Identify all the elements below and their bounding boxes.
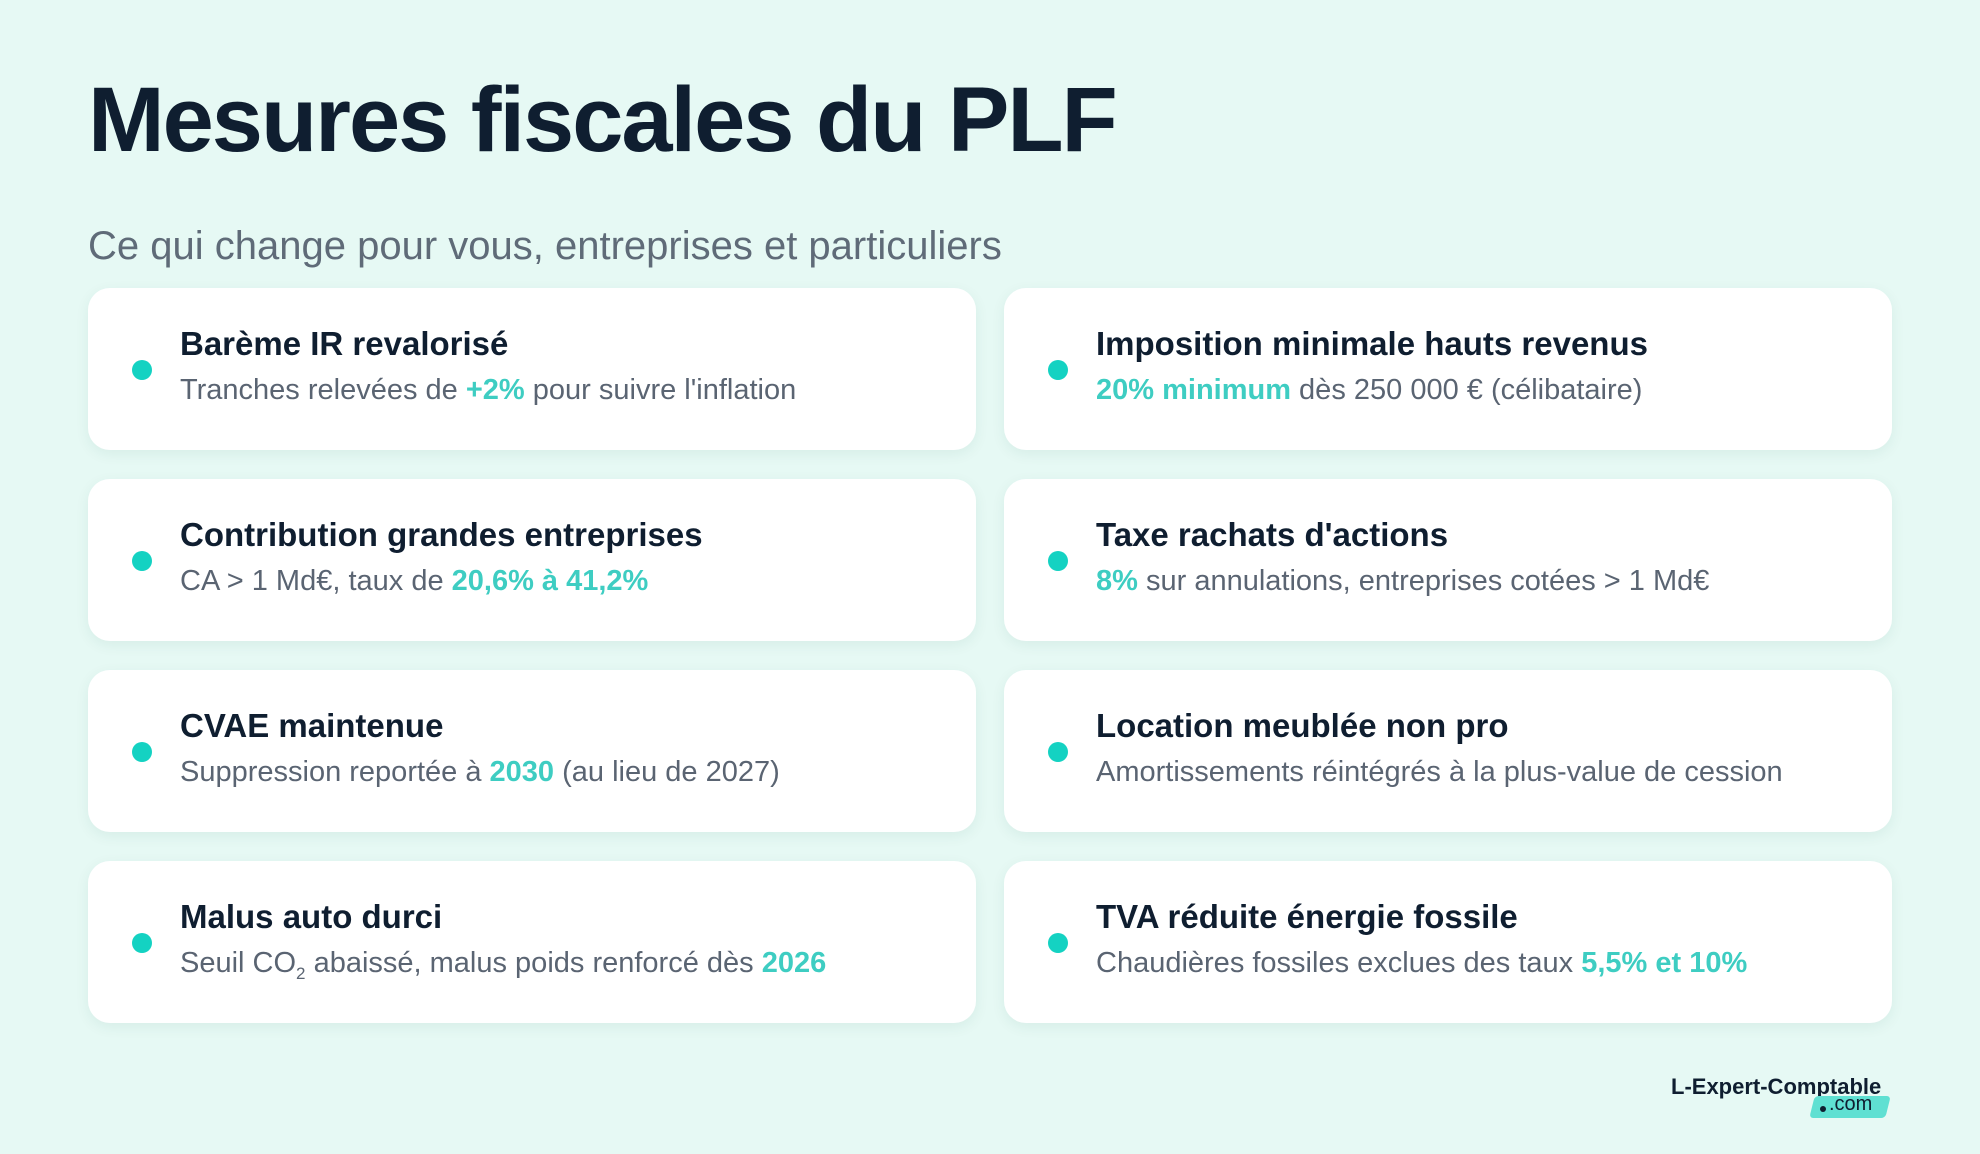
description-text: Seuil CO [180,946,297,979]
description-text: pour suivre l'inflation [524,373,797,406]
measure-description: Chaudières fossiles exclues des taux 5,5… [1096,945,1868,983]
measure-title: CVAE maintenue [180,707,444,744]
measure-description: 8% sur annulations, entreprises cotées >… [1096,563,1868,601]
bullet-dot-icon [132,933,152,953]
logo-name: L-Expert-Comptable [1671,1074,1882,1099]
bullet-dot-icon [132,742,152,762]
description-text: Tranches relevées de [180,373,466,406]
measures-grid: Barème IR revalorisé Tranches relevées d… [88,288,1892,1023]
description-text: Amortissements réintégrés à la plus-valu… [1096,755,1783,788]
measure-card: Malus auto durci Seuil CO2 abaissé, malu… [88,861,976,1023]
measure-card: Imposition minimale hauts revenus 20% mi… [1004,288,1892,450]
bullet-dot-icon [1048,551,1068,571]
measure-title: Taxe rachats d'actions [1096,516,1449,553]
bullet-dot-icon [1048,360,1068,380]
measure-card: Taxe rachats d'actions 8% sur annulation… [1004,479,1892,641]
logo-extension: .com [1829,1093,1873,1115]
description-text: Chaudières fossiles exclues des taux [1096,946,1582,979]
measure-title: Malus auto durci [180,898,443,935]
page-title: Mesures fiscales du PLF [88,69,1118,171]
highlight-text: 5,5% et 10% [1581,946,1748,979]
description-text: Suppression reportée à [180,755,490,788]
description-text: CA > 1 Md€, taux de [180,564,452,597]
description-text: abaissé, malus poids renforcé dès [305,946,762,979]
measure-title: Location meublée non pro [1096,707,1509,744]
description-text: sur annulations, entreprises cotées > 1 … [1137,564,1710,597]
page-subtitle: Ce qui change pour vous, entreprises et … [88,224,1002,268]
bullet-dot-icon [132,551,152,571]
highlight-text: 2026 [761,946,827,979]
measure-description: Seuil CO2 abaissé, malus poids renforcé … [180,945,952,983]
bullet-dot-icon [132,360,152,380]
measure-description: 20% minimum dès 250 000 € (célibataire) [1096,372,1868,410]
highlight-text: 8% [1096,564,1138,597]
bullet-dot-icon [1048,742,1068,762]
highlight-text: 2030 [489,755,555,788]
brand-logo: L-Expert-Comptable .com [1668,1074,1898,1124]
measure-description: Suppression reportée à 2030 (au lieu de … [180,754,952,792]
measure-title: Barème IR revalorisé [180,325,509,362]
measure-card: CVAE maintenue Suppression reportée à 20… [88,670,976,832]
measure-description: Tranches relevées de +2% pour suivre l'i… [180,372,952,410]
measure-card: Location meublée non pro Amortissements … [1004,670,1892,832]
measure-title: TVA réduite énergie fossile [1096,898,1518,935]
subscript-text: 2 [296,963,306,983]
measure-card: TVA réduite énergie fossile Chaudières f… [1004,861,1892,1023]
measure-description: CA > 1 Md€, taux de 20,6% à 41,2% [180,563,952,601]
measure-title: Imposition minimale hauts revenus [1096,325,1648,362]
logo-dot [1820,1106,1826,1112]
highlight-text: 20% minimum [1096,373,1291,406]
highlight-text: 20,6% à 41,2% [451,564,649,597]
measure-title: Contribution grandes entreprises [180,516,703,553]
measure-card: Contribution grandes entreprises CA > 1 … [88,479,976,641]
measure-description: Amortissements réintégrés à la plus-valu… [1096,754,1868,792]
description-text: dès 250 000 € (célibataire) [1291,373,1643,406]
bullet-dot-icon [1048,933,1068,953]
description-text: (au lieu de 2027) [554,755,780,788]
highlight-text: +2% [465,373,525,406]
measure-card: Barème IR revalorisé Tranches relevées d… [88,288,976,450]
